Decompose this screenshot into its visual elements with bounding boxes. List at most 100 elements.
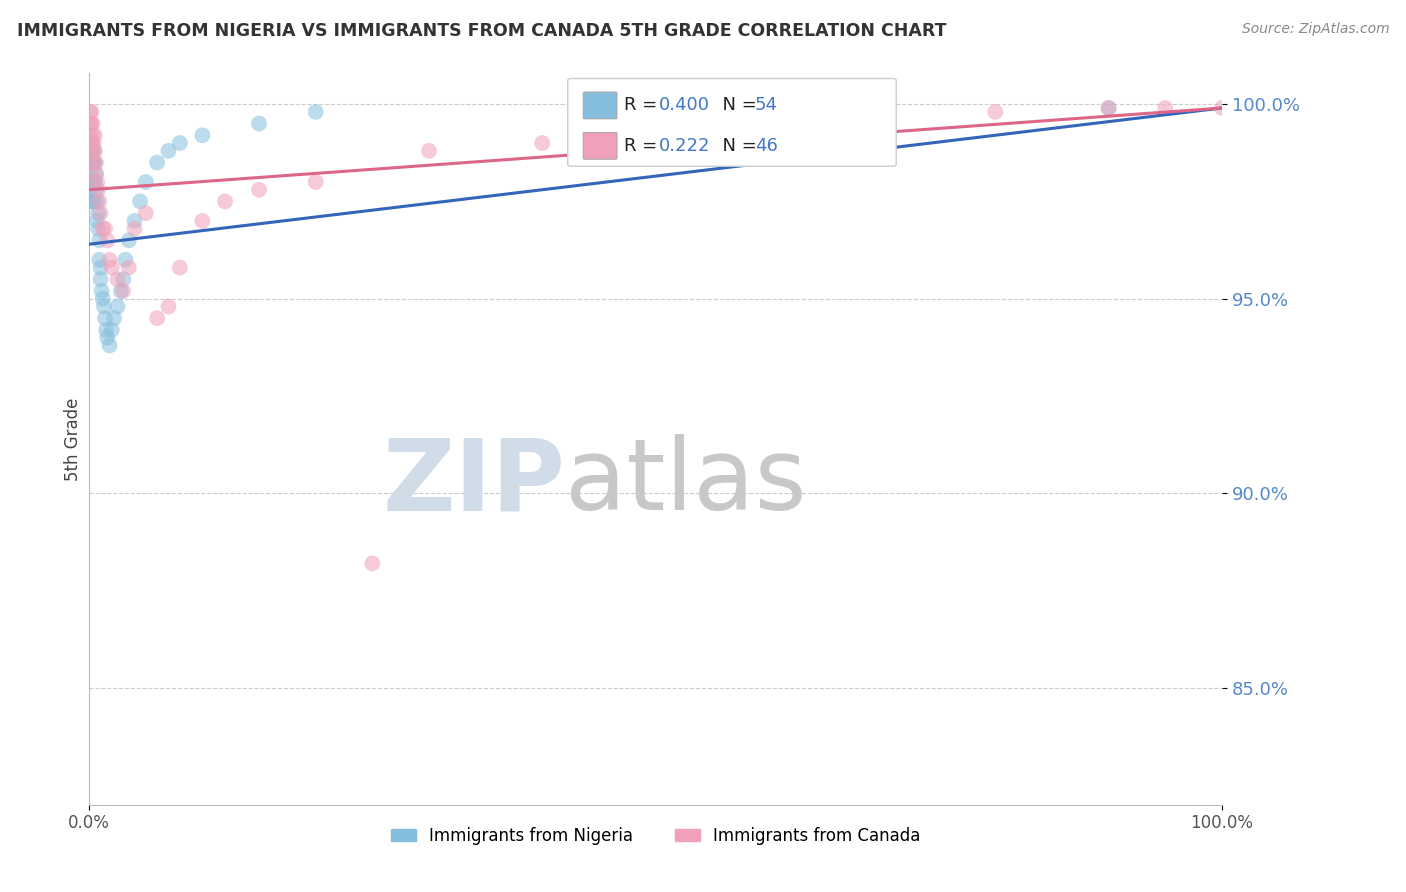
Point [870, 104, 893, 119]
Point [101, 323, 124, 337]
Point [80, 136, 103, 150]
Point [758, 117, 780, 131]
Point [169, 260, 191, 275]
Point [87, 206, 110, 220]
Text: 0.222: 0.222 [659, 136, 710, 155]
Point [107, 272, 129, 286]
Point [86, 194, 108, 209]
Point [157, 300, 180, 314]
Point [91, 221, 114, 235]
Y-axis label: 5th Grade: 5th Grade [65, 397, 82, 481]
Point [305, 175, 328, 189]
Point [82, 117, 104, 131]
Point [247, 117, 270, 131]
Point [107, 300, 129, 314]
Point [112, 284, 135, 298]
Point [83, 155, 105, 169]
Text: N =: N = [711, 96, 762, 114]
Point [169, 136, 191, 150]
Point [82, 155, 104, 169]
Point [83, 144, 105, 158]
Point [118, 260, 141, 275]
Text: atlas: atlas [565, 434, 807, 532]
Point [91, 292, 114, 306]
Point [531, 136, 554, 150]
Point [1097, 101, 1119, 115]
Point [135, 175, 157, 189]
Point [80, 144, 103, 158]
Point [80, 136, 103, 150]
Point [118, 233, 141, 247]
Point [86, 214, 108, 228]
Point [79, 155, 101, 169]
Point [83, 175, 105, 189]
Point [89, 233, 111, 247]
Point [146, 311, 169, 326]
Point [83, 155, 105, 169]
Point [87, 221, 110, 235]
Text: 46: 46 [755, 136, 778, 155]
Point [82, 194, 104, 209]
Point [94, 311, 117, 326]
Point [89, 252, 111, 267]
Point [124, 221, 146, 235]
Point [1211, 101, 1233, 115]
Point [96, 331, 118, 345]
Point [94, 323, 117, 337]
Point [146, 155, 169, 169]
Point [98, 338, 121, 352]
Point [112, 272, 135, 286]
Point [191, 214, 214, 228]
Point [83, 136, 105, 150]
Point [83, 194, 105, 209]
Point [984, 104, 1007, 119]
Point [247, 183, 270, 197]
Point [82, 144, 104, 158]
Point [86, 175, 108, 189]
Point [83, 155, 105, 169]
Point [82, 128, 104, 143]
Point [89, 272, 111, 286]
Point [90, 284, 112, 298]
Point [89, 194, 111, 209]
Point [114, 252, 136, 267]
Point [157, 144, 180, 158]
Point [79, 183, 101, 197]
Point [1154, 101, 1177, 115]
Point [80, 117, 103, 131]
Point [80, 104, 103, 119]
Point [93, 300, 115, 314]
Point [644, 128, 666, 143]
Point [89, 206, 111, 220]
Point [84, 183, 107, 197]
Point [110, 284, 132, 298]
Point [89, 260, 111, 275]
Point [418, 144, 440, 158]
Text: N =: N = [711, 136, 762, 155]
Point [305, 104, 328, 119]
Point [1097, 101, 1119, 115]
Point [98, 252, 121, 267]
Point [79, 104, 101, 119]
Point [129, 194, 152, 209]
Point [84, 167, 107, 181]
Point [191, 128, 214, 143]
Point [84, 155, 107, 169]
Point [361, 557, 384, 571]
Text: IMMIGRANTS FROM NIGERIA VS IMMIGRANTS FROM CANADA 5TH GRADE CORRELATION CHART: IMMIGRANTS FROM NIGERIA VS IMMIGRANTS FR… [17, 22, 946, 40]
Point [79, 128, 101, 143]
Point [82, 144, 104, 158]
Point [135, 206, 157, 220]
Text: R =: R = [624, 136, 664, 155]
Point [84, 167, 107, 181]
Point [124, 214, 146, 228]
Legend: Immigrants from Nigeria, Immigrants from Canada: Immigrants from Nigeria, Immigrants from… [384, 820, 927, 851]
Point [80, 155, 103, 169]
Point [103, 311, 125, 326]
Point [87, 183, 110, 197]
Text: 0.400: 0.400 [659, 96, 710, 114]
Point [80, 194, 103, 209]
Text: 54: 54 [755, 96, 778, 114]
Point [94, 221, 117, 235]
Point [79, 117, 101, 131]
